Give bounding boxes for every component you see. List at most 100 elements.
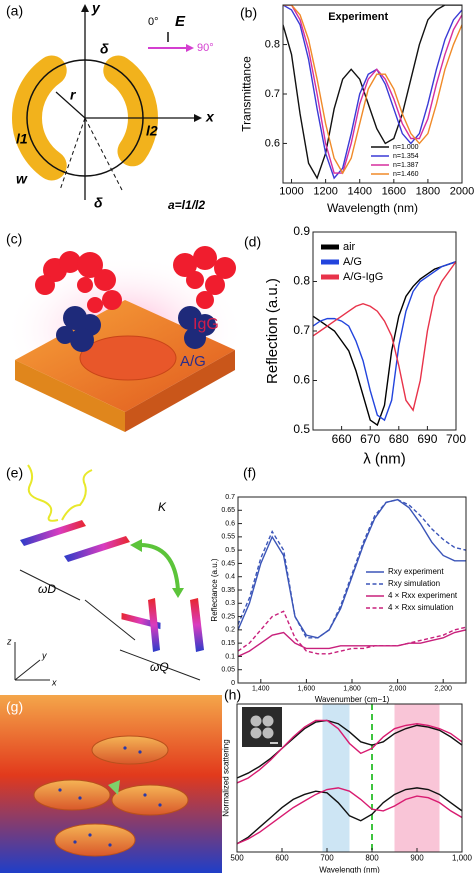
igg-right (173, 246, 236, 309)
disc (54, 823, 136, 857)
dipole-bar (20, 520, 86, 546)
light-wave (61, 469, 93, 521)
gap (108, 780, 120, 795)
panel-label: (c) (6, 231, 22, 247)
panel-label: (d) (244, 234, 261, 250)
x-tick-label: 2,000 (389, 685, 407, 692)
y-tick-label: 0.45 (221, 560, 235, 567)
y-tick-label: 0.6 (293, 373, 310, 387)
igg-left (35, 251, 122, 313)
inset-particle (262, 715, 274, 727)
axis-name: y (41, 650, 47, 660)
guide-line (84, 599, 136, 641)
radius-line (55, 91, 86, 119)
y-tick-label: 0.8 (265, 38, 280, 50)
series-line (237, 719, 462, 784)
inset-bg (242, 707, 282, 747)
series-line (238, 610, 466, 655)
x-tick-label: 1,000 (452, 854, 473, 863)
legend-label: n=1.354 (393, 153, 419, 160)
x-tick-label: 680 (389, 432, 409, 446)
disc (33, 779, 111, 811)
x-tick-label: 1400 (347, 186, 371, 198)
l2-label: l2 (146, 123, 158, 139)
y-tick-label: 0.7 (225, 494, 235, 501)
x-tick-label: 1,400 (252, 685, 270, 692)
panel-label: (f) (243, 465, 256, 481)
panel-a: (a) y x 0° E 90° δ δ r l1 l2 w a=l1/l2 (6, 0, 215, 212)
chart-title: Experiment (328, 11, 388, 23)
axes-frame (237, 496, 467, 684)
panel-label: (g) (6, 699, 23, 715)
y-tick-label: 0.05 (221, 667, 235, 674)
inset-particle (250, 715, 262, 727)
legend-label: A/G (343, 256, 362, 268)
panel-c: (c) IgG A/G (5, 231, 245, 432)
legend-label: n=1.000 (393, 144, 419, 151)
arrow (81, 4, 89, 12)
y-tick-label: 0.6 (265, 137, 280, 149)
y-tick-label: 0.9 (293, 224, 310, 238)
x-axis-label: Wavelength (nm) (327, 201, 418, 215)
legend-label: Rxy experiment (388, 567, 444, 576)
series-line (283, 5, 462, 174)
inset-particle (250, 727, 262, 739)
legend-label: 4 × Rxx experiment (388, 591, 458, 600)
igg-label: IgG (193, 316, 219, 333)
plot-area (238, 498, 466, 658)
x-tick-label: 1,600 (298, 685, 316, 692)
molecules (58, 746, 162, 847)
x-tick-label: 2000 (450, 186, 474, 198)
coupling-arrow (139, 543, 180, 591)
series-line (313, 261, 456, 427)
axis-name: x (51, 677, 57, 687)
x-tick-label: 700 (320, 854, 334, 863)
disc (111, 784, 189, 816)
x-tick-label: 900 (410, 854, 424, 863)
series-line (238, 498, 466, 639)
y-axis-label: Normalized scattering (221, 739, 230, 816)
series-line (238, 629, 466, 658)
x-tick-label: 700 (446, 432, 466, 446)
x-axis-label: Wavenumber (cm−1) (315, 695, 390, 704)
inset (242, 707, 282, 747)
x-tick-label: 690 (417, 432, 437, 446)
omega-d-label: ωD (38, 582, 56, 596)
y-tick-label: 0 (231, 680, 235, 687)
panel-g: (g) (0, 695, 222, 873)
arrow (172, 588, 184, 598)
left-arc (12, 55, 67, 181)
x-tick-label: 660 (332, 432, 352, 446)
legend-label: air (343, 241, 356, 253)
series-line (237, 787, 462, 845)
legend-label: n=1.460 (393, 171, 419, 178)
y-tick-label: 0.7 (293, 323, 310, 337)
x-tick-label: 1200 (313, 186, 337, 198)
dashed-line (59, 117, 86, 191)
series-line (283, 5, 462, 175)
angle-label: 90° (197, 42, 214, 54)
legend-label: Rxy simulation (388, 579, 440, 588)
y-tick-label: 0.6 (225, 520, 235, 527)
plot-area (237, 704, 462, 852)
y-tick-label: 0.8 (293, 274, 310, 288)
y-tick-label: 0.5 (293, 422, 310, 436)
y-tick-label: 0.3 (225, 600, 235, 607)
quadrupole-bar (190, 598, 204, 652)
light-wave (27, 464, 59, 522)
series-line (283, 5, 462, 180)
y-tick-label: 0.15 (221, 640, 235, 647)
l1-label: l1 (16, 131, 28, 147)
x-axis-label: λ (nm) (363, 451, 406, 468)
legend-label: 4 × Rxx simulation (388, 603, 454, 612)
inset-particle (262, 727, 274, 739)
arrow (130, 539, 142, 552)
k-label: K (158, 500, 167, 514)
x-tick-label: 1800 (416, 186, 440, 198)
axis-name: y (91, 0, 101, 16)
arrow (194, 114, 202, 122)
ratio-label: a=l1/l2 (168, 198, 205, 212)
x-axis-label: Wavelength (nm) (319, 866, 380, 873)
omega-q-label: ωQ (150, 660, 169, 674)
